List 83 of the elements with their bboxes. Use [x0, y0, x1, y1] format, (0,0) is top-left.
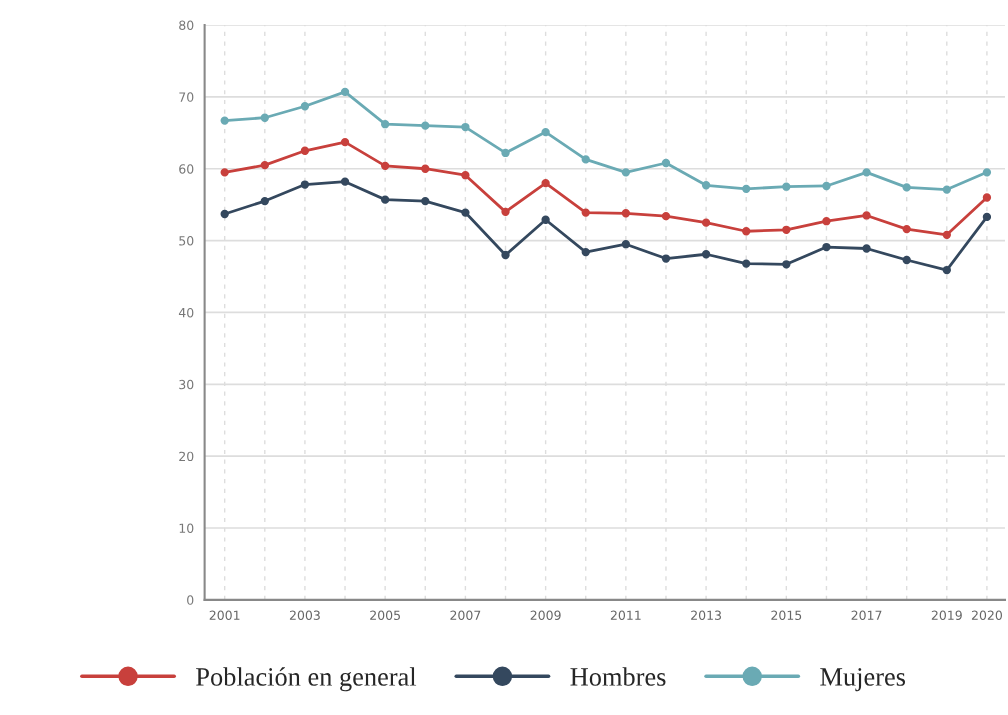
point: [380, 120, 390, 129]
point: [701, 250, 711, 259]
point: [300, 180, 310, 189]
point: [942, 185, 951, 194]
point: [300, 146, 310, 155]
point: [742, 184, 751, 194]
y-tick-label: 0: [187, 595, 194, 605]
point: [902, 183, 911, 192]
point: [862, 244, 871, 253]
point: [581, 247, 590, 257]
point: [661, 212, 671, 221]
x-tick-label: 2015: [771, 610, 802, 620]
point: [782, 260, 791, 269]
point: [902, 255, 911, 265]
point: [461, 208, 470, 217]
point: [220, 116, 229, 125]
point: [742, 259, 751, 268]
x-tick-label: 2020: [971, 610, 1002, 620]
point: [621, 240, 631, 249]
y-tick-label: 30: [179, 379, 194, 390]
x-tick-label: 2007: [450, 610, 481, 620]
x-tick-label: 2017: [851, 610, 882, 620]
point: [982, 168, 992, 177]
point: [902, 224, 911, 234]
point: [220, 209, 229, 219]
point: [742, 227, 751, 236]
x-tick-label: 2003: [289, 610, 320, 620]
point: [260, 196, 269, 206]
point: [621, 168, 631, 177]
point: [822, 217, 831, 226]
point: [782, 182, 791, 191]
point: [260, 160, 269, 170]
y-tick-label: 40: [178, 307, 194, 318]
point: [862, 168, 871, 177]
point: [621, 209, 631, 218]
point: [822, 181, 831, 191]
point: [340, 177, 350, 186]
point: [661, 254, 671, 263]
point: [822, 242, 831, 252]
x-tick-label: 2001: [209, 610, 240, 620]
y-tick-label: 10: [179, 523, 194, 533]
point: [541, 178, 550, 188]
point: [380, 161, 390, 171]
point: [300, 102, 310, 111]
point: [380, 195, 390, 204]
legend-label: Mujeres: [820, 668, 906, 692]
y-tick-label: 50: [179, 236, 194, 246]
x-tick-label: 2019: [931, 610, 962, 620]
point: [942, 230, 951, 240]
x-tick-label: 2011: [610, 610, 641, 620]
point: [501, 148, 510, 158]
y-tick-label: 60: [179, 164, 194, 174]
legend-label: Hombres: [570, 667, 666, 686]
point: [701, 181, 711, 190]
point: [982, 212, 992, 222]
point: [340, 87, 350, 97]
point: [782, 225, 791, 234]
x-tick-label: 2005: [370, 610, 400, 620]
point: [220, 168, 229, 177]
point: [541, 127, 550, 137]
legend-label: Población en general: [196, 667, 417, 692]
point: [501, 250, 510, 260]
point: [581, 208, 590, 217]
point: [421, 164, 430, 173]
y-tick-label: 20: [179, 451, 194, 462]
point: [862, 211, 871, 220]
point: [982, 193, 992, 202]
y-tick-label: 80: [179, 20, 194, 30]
point: [421, 121, 430, 130]
point: [581, 155, 590, 164]
point: [701, 218, 711, 227]
point: [260, 113, 269, 122]
y-tick-label: 70: [179, 92, 194, 102]
point: [661, 158, 671, 168]
point: [340, 137, 350, 147]
point: [461, 171, 470, 180]
x-tick-label: 2013: [691, 610, 721, 620]
x-tick-label: 2009: [530, 610, 561, 620]
point: [461, 122, 470, 132]
point: [421, 196, 430, 206]
point: [942, 265, 951, 275]
point: [541, 215, 550, 224]
point: [501, 207, 510, 217]
